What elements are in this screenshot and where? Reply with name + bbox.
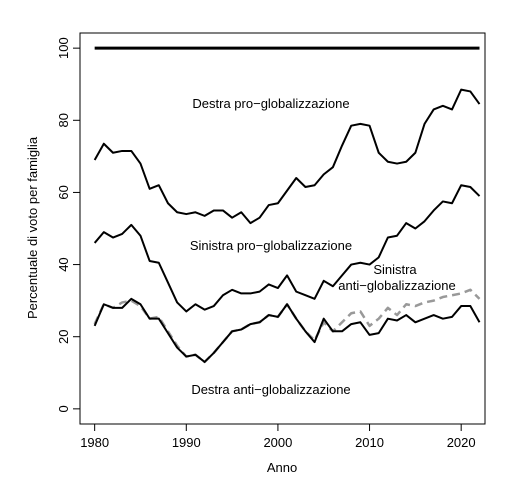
annotation: Destra anti−globalizzazione (191, 382, 350, 397)
annotation: Sinistra (373, 262, 417, 277)
line-series (93, 88, 481, 225)
line-series (93, 297, 481, 363)
annotation: Destra pro−globalizzazione (192, 96, 349, 111)
y-tick-label: 60 (56, 185, 71, 199)
x-tick-label: 1990 (172, 435, 201, 450)
y-tick-label: 80 (56, 113, 71, 127)
plot-frame (79, 32, 486, 425)
annotation: Sinistra pro−globalizzazione (190, 238, 352, 253)
y-axis-label: Percentuale di voto per famiglia (25, 136, 40, 319)
y-tick-label: 0 (56, 405, 71, 412)
x-tick-label: 2020 (447, 435, 476, 450)
x-tick-label: 2000 (263, 435, 292, 450)
x-axis-label: Anno (267, 460, 297, 475)
line-series (93, 184, 481, 313)
x-tick-label: 1980 (80, 435, 109, 450)
annotation: anti−globalizzazione (338, 278, 455, 293)
y-tick-label: 40 (56, 257, 71, 271)
y-tick-label: 20 (56, 329, 71, 343)
line-series (93, 288, 481, 364)
x-tick-label: 2010 (355, 435, 384, 450)
y-tick-label: 100 (56, 37, 71, 59)
